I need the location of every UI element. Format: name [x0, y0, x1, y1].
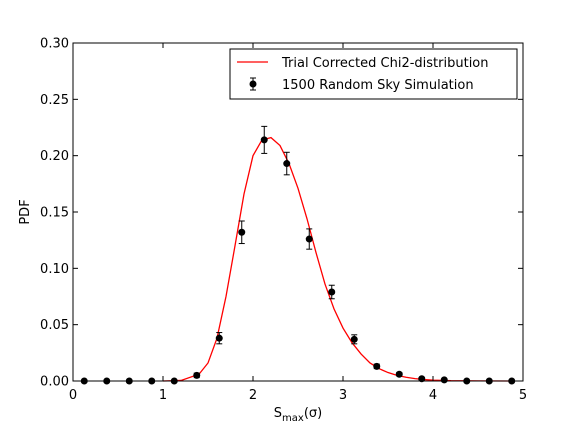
x-tick-label: 5	[519, 388, 527, 403]
data-point	[193, 371, 201, 379]
data-point	[395, 370, 403, 378]
data-point	[350, 335, 358, 343]
y-tick-label: 0.25	[40, 93, 69, 108]
legend-box	[229, 48, 518, 100]
y-tick-label: 0.30	[40, 37, 69, 52]
legend-marker	[249, 80, 257, 88]
y-tick-label: 0.15	[40, 206, 69, 221]
axis-ticks: 0 1 2 3 4 5 0.00 0.05 0.10 0.15 0.20 0.25 0.30	[40, 37, 527, 404]
data-point	[238, 228, 246, 236]
x-tick-label: 2	[249, 388, 257, 403]
data-point	[328, 288, 336, 296]
x-tick-label: 4	[429, 388, 437, 403]
x-tick-label: 3	[339, 388, 347, 403]
y-axis-label: PDF	[18, 199, 33, 224]
y-tick-label: 0.00	[40, 375, 69, 390]
legend-label-points: 1500 Random Sky Simulation	[282, 78, 474, 93]
data-point	[418, 375, 426, 383]
y-tick-label: 0.05	[40, 318, 69, 333]
data-point	[283, 160, 291, 168]
model-curve	[162, 136, 515, 382]
x-axis-label-main: S	[274, 406, 282, 421]
x-axis-label: Smax(σ)	[274, 406, 322, 424]
legend-label-line: Trial Corrected Chi2-distribution	[281, 56, 489, 71]
x-axis-label-sub: max	[282, 413, 304, 424]
data-point	[373, 362, 381, 370]
plot-content	[80, 125, 516, 385]
x-tick-label: 1	[159, 388, 167, 403]
data-point	[305, 235, 313, 243]
x-axis-label-suffix: (σ)	[304, 406, 322, 421]
data-point	[260, 136, 268, 144]
data-point	[440, 376, 448, 384]
y-tick-label: 0.10	[40, 262, 69, 277]
legend: Trial Corrected Chi2-distribution 1500 R…	[229, 48, 518, 100]
y-tick-label: 0.20	[40, 149, 69, 164]
x-tick-label: 0	[69, 388, 77, 403]
data-point	[215, 334, 223, 342]
